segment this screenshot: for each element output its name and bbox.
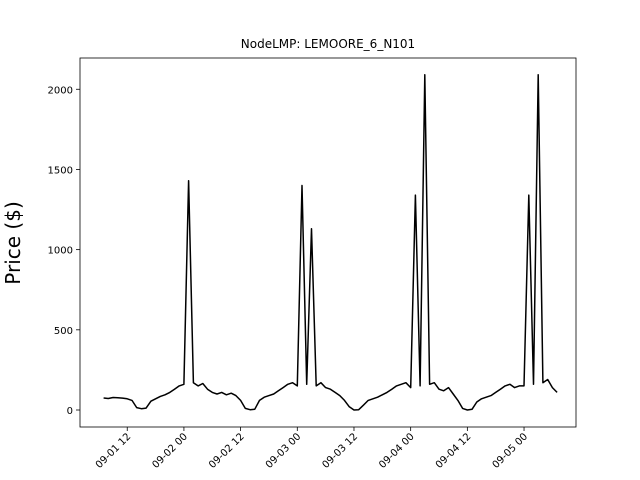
x-tick-label: 09-03 12	[321, 431, 361, 471]
y-tick-label: 2000	[48, 85, 73, 96]
x-tick-label: 09-05 00	[491, 431, 531, 471]
chart-title: NodeLMP: LEMOORE_6_N101	[241, 37, 415, 51]
y-tick-label: 0	[67, 406, 73, 417]
y-tick-label: 500	[54, 326, 73, 337]
y-tick-label: 1500	[48, 165, 73, 176]
y-axis-label: Price ($)	[1, 201, 25, 284]
x-tick-label: 09-04 00	[377, 431, 417, 471]
line-series	[103, 74, 558, 411]
x-tick-label: 09-01 12	[94, 431, 134, 471]
y-tick-label: 1000	[48, 246, 73, 257]
x-tick-label: 09-02 00	[150, 431, 190, 471]
x-tick-label: 09-04 12	[434, 431, 474, 471]
x-tick-label: 09-03 00	[264, 431, 304, 471]
axes-frame	[79, 57, 577, 428]
x-tick-label: 09-02 12	[207, 431, 247, 471]
